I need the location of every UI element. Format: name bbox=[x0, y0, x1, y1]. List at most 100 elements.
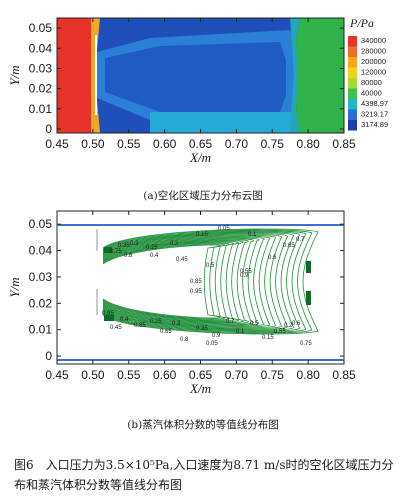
subcaption-b: (b)蒸汽体积分数的等值线分布图 bbox=[127, 419, 279, 431]
colorbar-label: 120000 bbox=[361, 68, 386, 77]
contour-label: 0.8 bbox=[124, 253, 133, 259]
y-tick-label: 0.03 bbox=[29, 270, 53, 284]
contour-label: 0.7 bbox=[226, 319, 235, 325]
x-tick-label: 0.60 bbox=[153, 368, 177, 382]
contour-line bbox=[102, 240, 244, 323]
contour-label: 0.6 bbox=[292, 321, 301, 327]
x-tick-label: 0.50 bbox=[81, 368, 105, 382]
outlet-transition bbox=[290, 18, 300, 133]
contour-line bbox=[102, 241, 235, 322]
colorbar-title: P/Pa bbox=[349, 16, 374, 30]
contour-label: 0.8 bbox=[180, 337, 189, 343]
contour-line bbox=[102, 236, 265, 327]
contour-cluster bbox=[104, 315, 114, 321]
colorbar-label: 80000 bbox=[361, 78, 382, 87]
colorbar-swatch bbox=[348, 46, 357, 57]
contour-label: 0.75 bbox=[110, 249, 122, 255]
contour-line bbox=[102, 229, 313, 334]
y-axis-label: Y/m bbox=[7, 65, 22, 85]
contour-label: 0.2 bbox=[284, 323, 293, 329]
y-tick-label: 0.02 bbox=[29, 296, 53, 310]
contour-label: 0.9 bbox=[212, 333, 221, 339]
x-tick-label: 0.45 bbox=[45, 368, 69, 382]
contour-label: 0.05 bbox=[206, 341, 218, 347]
x-tick-label: 0.85 bbox=[332, 137, 356, 151]
contour-label: 0.7 bbox=[296, 237, 305, 243]
y-tick-label: 0.03 bbox=[29, 61, 53, 75]
contour-label: 0.15 bbox=[262, 335, 274, 341]
contour-line bbox=[102, 233, 282, 330]
colorbar-label: 4398.97 bbox=[361, 99, 388, 108]
contour-line bbox=[102, 234, 276, 329]
contour-label: 0.85 bbox=[134, 323, 146, 329]
x-tick-label: 0.55 bbox=[117, 368, 141, 382]
colorbar-label: 3219.17 bbox=[361, 110, 388, 119]
x-tick-label: 0.80 bbox=[296, 137, 320, 151]
cavity-core bbox=[105, 42, 286, 112]
contour-label: 0.45 bbox=[110, 325, 122, 331]
subcaption-a: (a)空化区域压力分布云图 bbox=[143, 190, 263, 202]
x-tick-label: 0.55 bbox=[117, 137, 141, 151]
outlet-recovery-region bbox=[296, 18, 344, 133]
colorbar-swatch bbox=[348, 88, 357, 99]
contour-label: 0.55 bbox=[240, 269, 252, 275]
y-tick-label: 0.05 bbox=[29, 21, 53, 35]
y-axis-label: Y/m bbox=[7, 277, 22, 297]
contour-line bbox=[102, 244, 221, 319]
y-tick-label: 0.04 bbox=[29, 41, 53, 55]
colorbar-label: 280000 bbox=[361, 47, 386, 56]
y-tick-label: 0 bbox=[45, 349, 52, 363]
contour-label: 0.9 bbox=[240, 273, 249, 279]
colorbar-label: 200000 bbox=[361, 57, 386, 66]
x-tick-label: 0.65 bbox=[189, 137, 213, 151]
colorbar-swatch bbox=[348, 109, 357, 120]
contour-line bbox=[102, 232, 294, 331]
contour-line bbox=[102, 235, 271, 328]
colorbar-label: 3174.89 bbox=[361, 120, 388, 129]
contour-label: 0.5 bbox=[206, 263, 215, 269]
y-tick-label: 0.05 bbox=[29, 217, 53, 231]
x-tick-label: 0.80 bbox=[296, 368, 320, 382]
pressure-contour-panel: 0.45 0.50 0.55 0.60 0.65 0.70 0.75 0.80 0.85 0 0.0… bbox=[0, 0, 406, 210]
colorbar-swatch bbox=[348, 120, 357, 131]
figure-number: 图6 bbox=[14, 458, 34, 472]
contour-label: 0.25 bbox=[146, 245, 158, 251]
colorbar-swatch bbox=[348, 99, 357, 110]
figure-caption: 图6 入口压力为3.5×10⁵Pa,入口速度为8.71 m/s时的空化区域压力分布… bbox=[14, 455, 400, 495]
contour-label: 0.85 bbox=[190, 279, 202, 285]
x-tick-label: 0.75 bbox=[261, 137, 285, 151]
contour-label: 0.1 bbox=[236, 329, 245, 335]
contour-cluster bbox=[306, 291, 311, 305]
figure-caption-text: 入口压力为3.5×10⁵Pa,入口速度为8.71 m/s时的空化区域压力分布和蒸… bbox=[14, 458, 394, 492]
y-tick-label: 0.04 bbox=[29, 244, 53, 258]
colorbar-label: 340000 bbox=[361, 36, 386, 45]
colorbar-swatch bbox=[348, 78, 357, 89]
x-tick-label: 0.60 bbox=[153, 137, 177, 151]
contour-label: 0.1 bbox=[248, 232, 257, 238]
contour-line bbox=[102, 230, 307, 333]
x-tick-label: 0.70 bbox=[225, 137, 249, 151]
contour-label: 0.2 bbox=[170, 241, 179, 247]
contour-line bbox=[102, 231, 301, 332]
contour-label: 0.65 bbox=[283, 243, 295, 249]
contour-line bbox=[102, 237, 260, 326]
contour-label: 0.95 bbox=[190, 289, 202, 295]
x-tick-label: 0.65 bbox=[189, 368, 213, 382]
contour-label: 0.05 bbox=[218, 226, 230, 232]
contour-label: 0.3 bbox=[172, 321, 181, 327]
contour-label: 0.95 bbox=[102, 311, 114, 317]
contour-label: 0.45 bbox=[176, 257, 188, 263]
contour-label: 0.6 bbox=[268, 255, 277, 261]
contour-label: 0.4 bbox=[150, 253, 159, 259]
contour-label: 0.75 bbox=[300, 341, 312, 347]
inlet-high-pressure bbox=[57, 18, 91, 133]
contour-line bbox=[102, 239, 249, 324]
colorbar-swatch bbox=[348, 57, 357, 68]
contour-label: 0.65 bbox=[160, 329, 172, 335]
colorbar-swatch bbox=[348, 36, 357, 47]
pressure-contour-plot: 0.45 0.50 0.55 0.60 0.65 0.70 0.75 0.80 0.85 0 0.0… bbox=[7, 16, 388, 165]
x-axis-label: X/m bbox=[189, 381, 211, 396]
contour-cluster bbox=[306, 261, 311, 273]
y-tick-label: 0.02 bbox=[29, 82, 53, 96]
contour-labels: 0.050.10.150.20.250.30.350.40.450.50.550… bbox=[102, 226, 312, 347]
